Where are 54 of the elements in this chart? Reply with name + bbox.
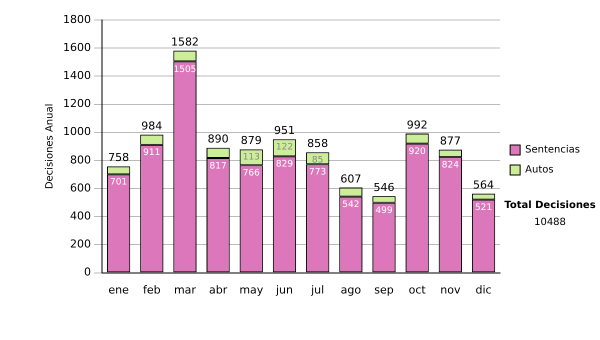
- data-label: 824: [442, 160, 460, 170]
- x-tick-label: nov: [440, 283, 461, 296]
- y-tick-label: 200: [70, 238, 91, 251]
- data-label: 85: [312, 156, 324, 166]
- data-label: 773: [309, 168, 326, 178]
- data-label: 499: [375, 206, 393, 216]
- x-tick-label: may: [239, 283, 264, 296]
- data-label: 817: [210, 161, 227, 172]
- x-tick-label: ene: [108, 283, 130, 296]
- data-label: 920: [408, 146, 426, 157]
- total-label: 984: [141, 119, 162, 132]
- data-label: 113: [242, 152, 260, 163]
- x-tick-label: dic: [476, 283, 492, 296]
- total-label: 877: [440, 134, 461, 148]
- y-axis-title: Decisiones Anual: [44, 104, 56, 190]
- x-tick-label: ago: [340, 283, 362, 296]
- x-tick-label: feb: [142, 283, 161, 296]
- y-tick-label: 600: [70, 181, 91, 194]
- y-tick-label: 1800: [62, 12, 91, 26]
- total-label: 607: [340, 172, 362, 186]
- total-label: 546: [374, 180, 395, 194]
- x-tick-label: sep: [374, 283, 394, 296]
- text: Total Decisiones: [503, 200, 597, 211]
- y-tick-label: 1400: [62, 69, 91, 82]
- x-tick-label: abr: [208, 283, 228, 296]
- x-tick-label: oct: [408, 283, 426, 296]
- legend-label: Autos: [525, 164, 554, 176]
- total-label: 951: [274, 124, 295, 138]
- legend-label: Sentencias: [525, 144, 580, 156]
- y-tick-label: 1200: [62, 97, 91, 110]
- x-tick-label: mar: [174, 283, 196, 296]
- data-label: 521: [474, 202, 492, 213]
- total-label: 564: [473, 178, 494, 192]
- total-label: 1582: [170, 35, 199, 48]
- y-tick-label: 1600: [62, 40, 91, 54]
- y-tick-label: 400: [70, 209, 91, 222]
- total-label: 879: [240, 134, 262, 148]
- total-label: 890: [208, 132, 229, 146]
- data-label: 766: [242, 168, 260, 179]
- data-label: 122: [276, 142, 294, 153]
- data-label: 911: [143, 148, 160, 158]
- text: 10488: [533, 217, 567, 228]
- total-label: 758: [108, 151, 130, 164]
- data-label: 829: [276, 160, 294, 170]
- total-label: 858: [307, 137, 328, 150]
- data-label: 701: [110, 178, 128, 188]
- x-tick-label: jun: [274, 283, 294, 296]
- data-label: 542: [342, 200, 360, 210]
- data-label: 1505: [173, 64, 196, 75]
- y-tick-label: 1000: [62, 125, 91, 138]
- total-label: 992: [406, 118, 428, 132]
- x-tick-label: jul: [310, 283, 324, 296]
- y-tick-label: 0: [84, 266, 91, 279]
- y-tick-label: 800: [70, 153, 91, 166]
